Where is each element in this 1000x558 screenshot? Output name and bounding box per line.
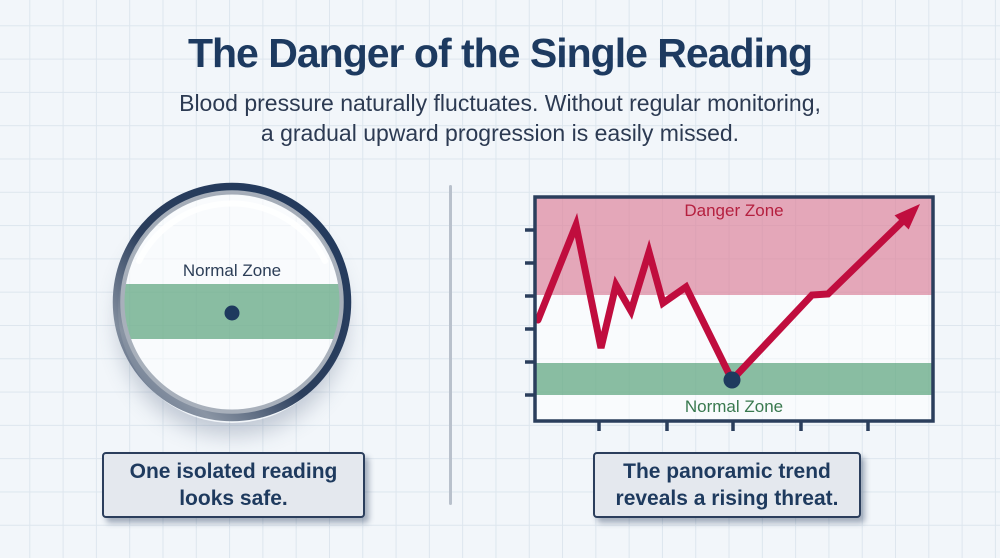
danger-zone-label: Danger Zone — [684, 201, 784, 220]
caption-right-line-2: reveals a rising threat. — [615, 487, 839, 510]
caption-right: The panoramic trend reveals a rising thr… — [593, 452, 861, 518]
lens-inner-ring — [119, 189, 345, 415]
caption-left: One isolated reading looks safe. — [102, 452, 365, 518]
subtitle-line-1: Blood pressure naturally fluctuates. Wit… — [179, 90, 821, 116]
trend-chart — [525, 195, 935, 431]
panel-divider — [449, 185, 452, 505]
caption-left-line-1: One isolated reading — [129, 460, 338, 483]
lens-normal-zone-label: Normal Zone — [182, 261, 282, 280]
lens-highlight — [136, 200, 328, 264]
normal-zone-label-chart: Normal Zone — [684, 397, 784, 416]
page-title: The Danger of the Single Reading — [187, 30, 813, 76]
trend-low-reading-dot — [723, 371, 741, 389]
lens-reading-dot — [224, 305, 240, 321]
subtitle-line-2: a gradual upward progression is easily m… — [260, 120, 740, 146]
caption-left-line-2: looks safe. — [179, 487, 288, 510]
lens-graphic — [112, 182, 352, 422]
lens-outer-ring — [112, 182, 352, 422]
magnifier-lens — [110, 181, 354, 425]
danger-zone-band — [535, 197, 933, 295]
caption-right-line-1: The panoramic trend — [623, 460, 831, 483]
chart-frame — [533, 195, 935, 423]
trend-arrow-icon — [894, 204, 920, 230]
trend-line — [534, 212, 907, 387]
lens-shadow — [118, 195, 346, 423]
